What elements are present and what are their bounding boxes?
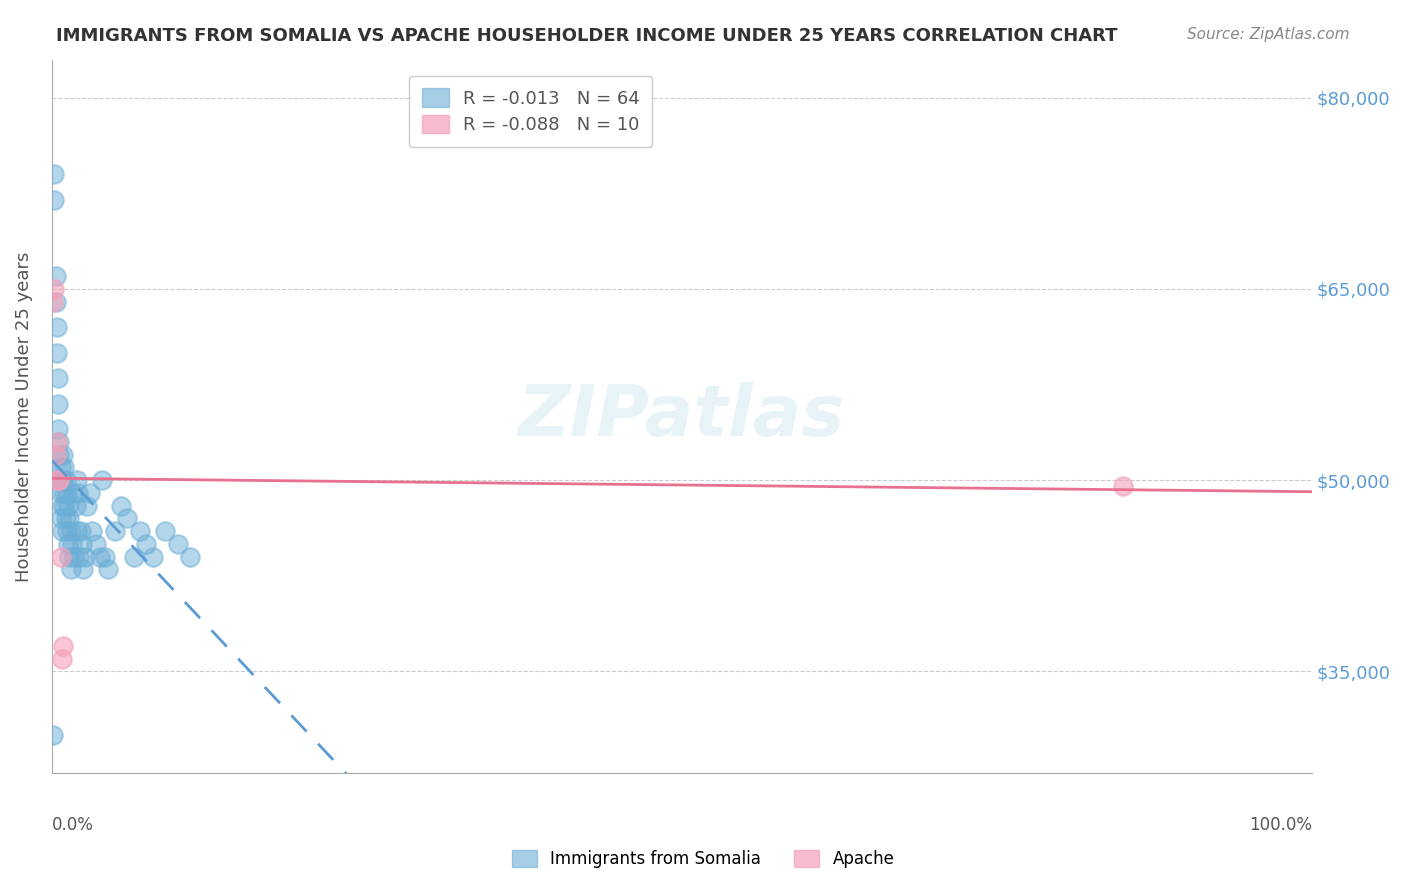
Immigrants from Somalia <box>46 422 69 436</box>
Immigrants from Somalia <box>63 549 86 564</box>
Immigrants from Somalia <box>73 549 96 564</box>
Immigrants from Somalia <box>53 499 76 513</box>
Immigrants from Somalia <box>45 345 67 359</box>
Immigrants from Somalia <box>62 486 84 500</box>
Immigrants from Somalia <box>51 524 73 538</box>
Immigrants from Somalia <box>166 537 188 551</box>
Immigrants from Somalia <box>72 562 94 576</box>
Immigrants from Somalia <box>44 167 66 181</box>
Immigrants from Somalia <box>56 486 79 500</box>
Immigrants from Somalia <box>142 549 165 564</box>
Apache <box>49 549 72 564</box>
Apache <box>44 282 66 296</box>
Immigrants from Somalia <box>117 511 139 525</box>
Apache <box>52 639 75 653</box>
Text: Source: ZipAtlas.com: Source: ZipAtlas.com <box>1187 27 1350 42</box>
Immigrants from Somalia <box>65 499 87 513</box>
Immigrants from Somalia <box>56 499 79 513</box>
Immigrants from Somalia <box>93 549 115 564</box>
Immigrants from Somalia <box>97 562 120 576</box>
Immigrants from Somalia <box>48 473 70 487</box>
Immigrants from Somalia <box>44 193 66 207</box>
Apache <box>48 473 70 487</box>
Immigrants from Somalia <box>52 448 75 462</box>
Immigrants from Somalia <box>42 728 65 742</box>
Immigrants from Somalia <box>80 524 103 538</box>
Text: IMMIGRANTS FROM SOMALIA VS APACHE HOUSEHOLDER INCOME UNDER 25 YEARS CORRELATION : IMMIGRANTS FROM SOMALIA VS APACHE HOUSEH… <box>56 27 1118 45</box>
Apache <box>46 473 69 487</box>
Immigrants from Somalia <box>49 511 72 525</box>
Immigrants from Somalia <box>48 448 70 462</box>
Immigrants from Somalia <box>66 524 89 538</box>
Immigrants from Somalia <box>69 524 91 538</box>
Immigrants from Somalia <box>129 524 152 538</box>
Immigrants from Somalia <box>52 473 75 487</box>
Immigrants from Somalia <box>53 486 76 500</box>
Immigrants from Somalia <box>104 524 127 538</box>
Immigrants from Somalia <box>49 486 72 500</box>
Immigrants from Somalia <box>179 549 201 564</box>
Immigrants from Somalia <box>44 294 66 309</box>
Immigrants from Somalia <box>69 549 91 564</box>
Immigrants from Somalia <box>91 473 114 487</box>
Immigrants from Somalia <box>59 562 82 576</box>
Immigrants from Somalia <box>51 473 73 487</box>
Immigrants from Somalia <box>110 499 132 513</box>
Apache <box>45 434 67 449</box>
Immigrants from Somalia <box>49 460 72 475</box>
Immigrants from Somalia <box>79 486 101 500</box>
Immigrants from Somalia <box>44 269 66 284</box>
Legend: Immigrants from Somalia, Apache: Immigrants from Somalia, Apache <box>505 843 901 875</box>
Immigrants from Somalia <box>55 511 77 525</box>
Immigrants from Somalia <box>60 537 83 551</box>
Y-axis label: Householder Income Under 25 years: Householder Income Under 25 years <box>15 252 32 582</box>
Immigrants from Somalia <box>46 397 69 411</box>
Immigrants from Somalia <box>66 473 89 487</box>
Immigrants from Somalia <box>84 537 107 551</box>
Text: 0.0%: 0.0% <box>52 816 94 834</box>
Immigrants from Somalia <box>56 524 79 538</box>
Apache <box>1112 479 1135 493</box>
Immigrants from Somalia <box>51 499 73 513</box>
Immigrants from Somalia <box>58 549 80 564</box>
Immigrants from Somalia <box>48 434 70 449</box>
Immigrants from Somalia <box>46 371 69 385</box>
Immigrants from Somalia <box>122 549 145 564</box>
Apache <box>42 294 65 309</box>
Immigrants from Somalia <box>45 320 67 334</box>
Text: ZIPatlas: ZIPatlas <box>519 382 845 450</box>
Immigrants from Somalia <box>89 549 111 564</box>
Apache <box>44 448 66 462</box>
Text: 100.0%: 100.0% <box>1249 816 1312 834</box>
Immigrants from Somalia <box>135 537 157 551</box>
Immigrants from Somalia <box>56 537 79 551</box>
Immigrants from Somalia <box>53 460 76 475</box>
Immigrants from Somalia <box>67 486 90 500</box>
Apache <box>51 651 73 665</box>
Legend: R = -0.013   N = 64, R = -0.088   N = 10: R = -0.013 N = 64, R = -0.088 N = 10 <box>409 76 652 147</box>
Immigrants from Somalia <box>153 524 176 538</box>
Immigrants from Somalia <box>58 511 80 525</box>
Immigrants from Somalia <box>70 537 93 551</box>
Immigrants from Somalia <box>59 524 82 538</box>
Immigrants from Somalia <box>76 499 98 513</box>
Immigrants from Somalia <box>55 473 77 487</box>
